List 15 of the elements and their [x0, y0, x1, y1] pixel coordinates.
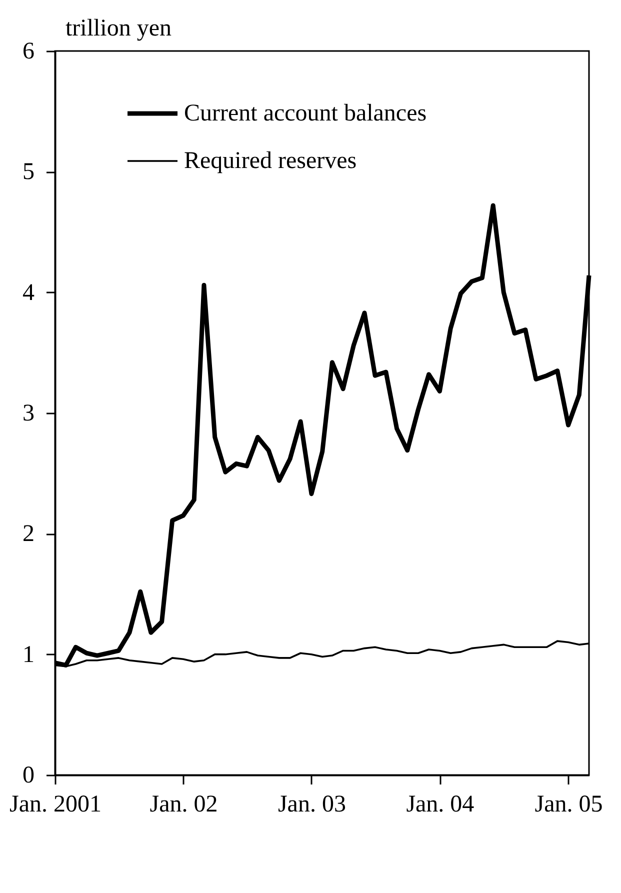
x-tick-label: Jan. 02 [150, 792, 218, 818]
y-tick-label: 6 [22, 38, 34, 64]
x-tick-label: Jan. 2001 [10, 792, 102, 818]
y-tick-label: 3 [22, 400, 34, 426]
legend-label: Required reserves [184, 148, 357, 174]
x-tick-label: Jan. 03 [278, 792, 346, 818]
y-tick-label: 0 [22, 762, 34, 788]
y-tick-label: 4 [22, 280, 34, 306]
x-tick-label: Jan. 04 [406, 792, 474, 818]
y-tick-label: 5 [22, 159, 34, 186]
legend-label: Current account balances [184, 100, 427, 126]
y-tick-label: 2 [22, 521, 34, 548]
y-axis-title: trillion yen [66, 16, 172, 42]
x-tick-label: Jan. 05 [534, 792, 603, 818]
y-tick-label: 1 [22, 642, 34, 668]
